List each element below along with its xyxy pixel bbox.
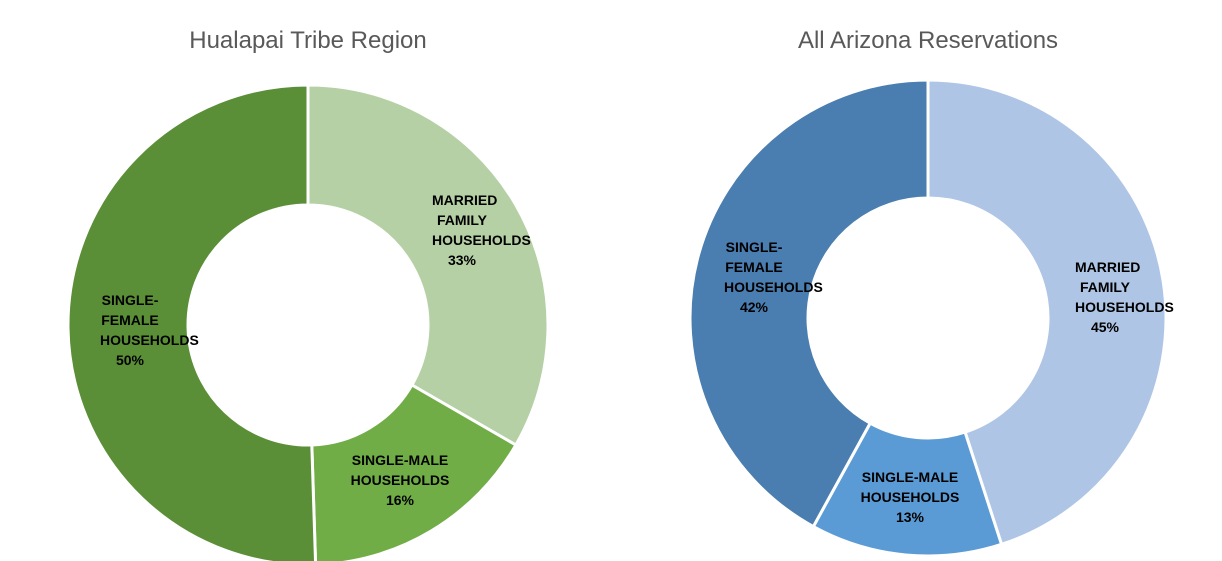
- donut-slice: [811, 421, 1004, 558]
- donut-slice: [66, 83, 317, 561]
- donut-slice: [688, 78, 930, 529]
- category-label: SINGLE-FEMALE HOUSEHOLDS: [100, 292, 199, 348]
- value-label: 42%: [739, 299, 769, 315]
- slice-label: MARRIED FAMILY HOUSEHOLDS 45%: [1075, 257, 1174, 337]
- value-label: 16%: [385, 492, 415, 508]
- category-label: SINGLE-MALE HOUSEHOLDS: [860, 469, 960, 505]
- category-label: SINGLE-MALE HOUSEHOLDS: [350, 452, 450, 488]
- category-label: MARRIED FAMILY HOUSEHOLDS: [432, 192, 531, 248]
- category-label: MARRIED FAMILY HOUSEHOLDS: [1075, 259, 1174, 315]
- donut-slice: [926, 78, 1168, 547]
- donut-slice: [310, 382, 518, 561]
- value-label: 45%: [1090, 319, 1120, 335]
- chart-title: All Arizona Reservations: [798, 27, 1058, 54]
- category-label: SINGLE-FEMALE HOUSEHOLDS: [724, 239, 823, 295]
- slice-label: SINGLE-FEMALE HOUSEHOLDS 50%: [100, 290, 199, 370]
- slice-label: MARRIED FAMILY HOUSEHOLDS 33%: [432, 190, 531, 270]
- slice-label: SINGLE-FEMALE HOUSEHOLDS 42%: [724, 237, 823, 317]
- value-label: 33%: [447, 252, 477, 268]
- chart-title: Hualapai Tribe Region: [189, 27, 426, 54]
- value-label: 13%: [895, 509, 925, 525]
- slice-label: SINGLE-MALE HOUSEHOLDS 16%: [335, 450, 465, 510]
- donut-slice: [306, 83, 550, 448]
- value-label: 50%: [115, 352, 145, 368]
- slice-label: SINGLE-MALE HOUSEHOLDS 13%: [845, 467, 975, 527]
